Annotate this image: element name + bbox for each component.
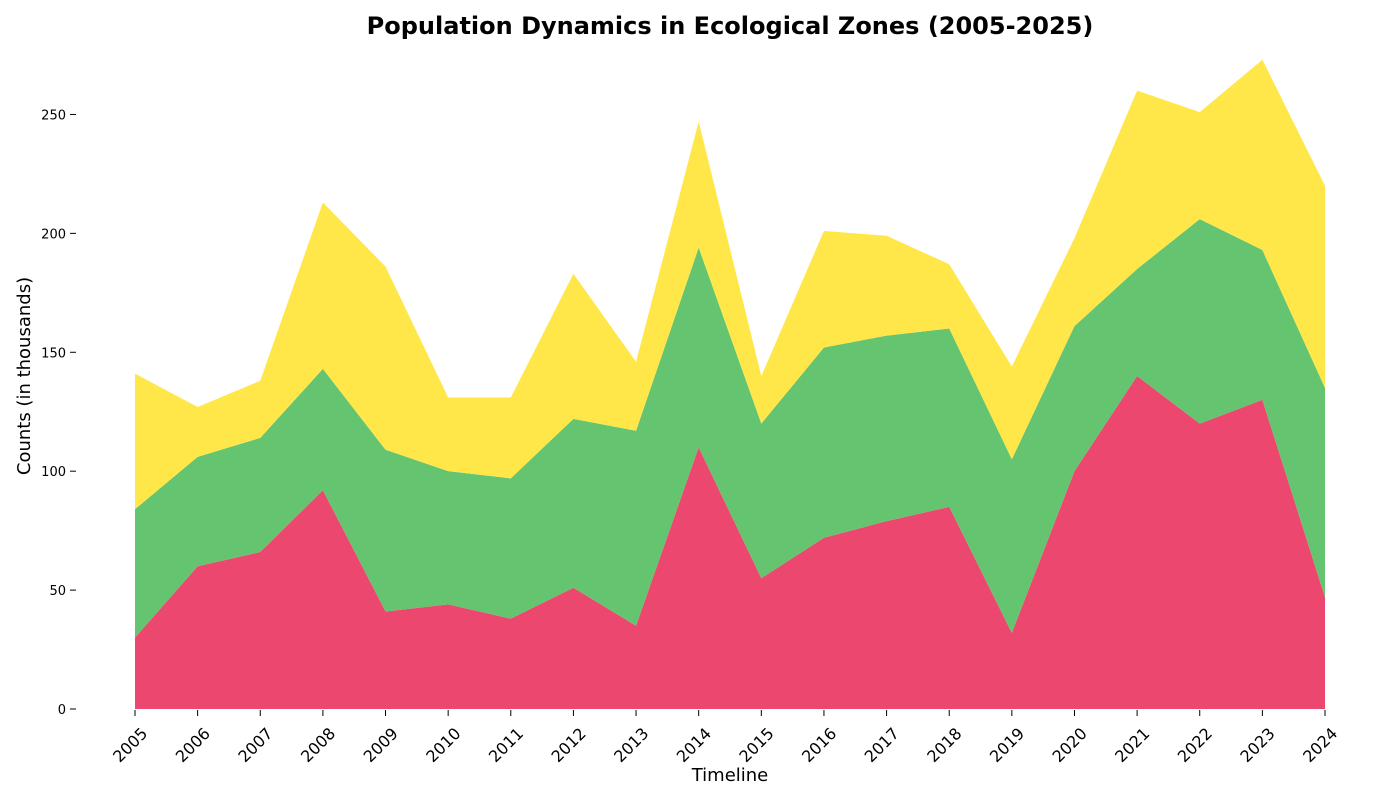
x-axis: 2005 2006 2007 2008 2009 2010 2011 2012 2013 2014… (109, 710, 1341, 766)
x-tick-label: 2019 (986, 724, 1028, 766)
x-tick-label: 2012 (548, 724, 590, 766)
x-tick-label: 2010 (422, 724, 464, 766)
chart-title: Population Dynamics in Ecological Zones … (367, 12, 1094, 40)
y-tick-label: 0 (58, 703, 66, 718)
area-series-1 (135, 376, 1325, 709)
x-tick-label: 2021 (1111, 724, 1153, 766)
y-tick-label: 150 (41, 346, 66, 361)
x-tick-label: 2020 (1049, 724, 1091, 766)
x-tick-label: 2014 (673, 724, 715, 766)
y-tick-label: 200 (41, 227, 66, 242)
x-tick-label: 2007 (234, 724, 276, 766)
x-tick-label: 2008 (297, 724, 339, 766)
y-axis: 0 50 100 150 200 250 (41, 108, 76, 718)
x-tick-label: 2018 (923, 724, 965, 766)
x-tick-label: 2005 (109, 724, 151, 766)
x-tick-label: 2017 (861, 724, 903, 766)
area-series-2 (135, 219, 1325, 638)
y-axis-label: Counts (in thousands) (14, 277, 35, 475)
area-series-3 (135, 59, 1325, 510)
x-axis-label: Timeline (691, 765, 769, 786)
y-tick-label: 250 (41, 108, 66, 123)
x-tick-label: 2009 (360, 724, 402, 766)
y-tick-label: 50 (49, 584, 66, 599)
y-tick-label: 100 (41, 465, 66, 480)
x-tick-label: 2022 (1174, 724, 1216, 766)
x-tick-label: 2006 (172, 724, 214, 766)
x-tick-label: 2011 (485, 724, 527, 766)
areas-layer (135, 59, 1325, 709)
x-tick-label: 2024 (1299, 724, 1341, 766)
x-tick-label: 2013 (610, 724, 652, 766)
x-tick-label: 2015 (735, 724, 777, 766)
x-tick-label: 2023 (1236, 724, 1278, 766)
x-tick-label: 2016 (798, 724, 840, 766)
